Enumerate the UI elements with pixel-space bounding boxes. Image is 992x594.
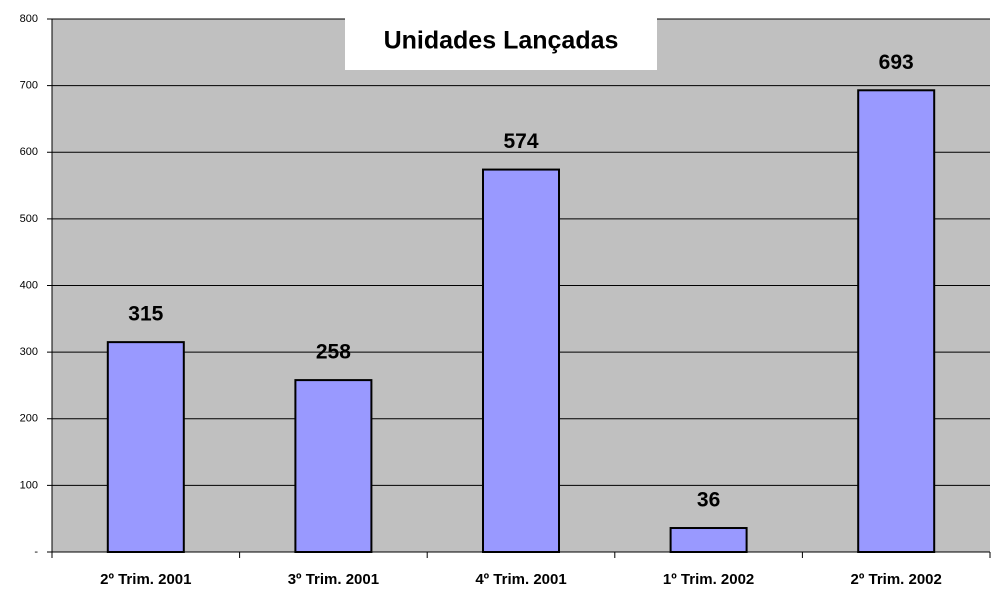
y-tick-label: 800 (20, 13, 38, 25)
y-tick-label: 100 (20, 479, 38, 491)
y-tick-label: - (34, 546, 38, 558)
bar (106, 341, 185, 553)
data-label: 315 (128, 303, 163, 326)
chart-title: Unidades Lançadas (384, 27, 619, 55)
y-tick-label: 400 (20, 279, 38, 291)
y-tick-label: 500 (20, 213, 38, 225)
x-tick-label: 2º Trim. 2002 (851, 571, 942, 588)
x-tick-label: 2º Trim. 2001 (100, 571, 191, 588)
x-tick-label: 3º Trim. 2001 (288, 571, 379, 588)
marks (106, 89, 936, 554)
title-box (345, 14, 657, 70)
bar (294, 379, 373, 554)
y-tick-label: 300 (20, 346, 38, 358)
data-label: 258 (316, 341, 351, 364)
bar (857, 89, 936, 553)
data-label: 693 (879, 51, 914, 74)
x-tick-label: 1º Trim. 2002 (663, 571, 754, 588)
bar (482, 168, 560, 553)
x-tick-label: 4º Trim. 2001 (475, 571, 566, 588)
y-tick-label: 600 (20, 146, 38, 158)
data-label: 36 (697, 489, 720, 512)
data-label: 574 (503, 130, 538, 153)
bar (669, 527, 748, 554)
y-tick-label: 200 (20, 413, 38, 425)
y-tick-label: 700 (20, 80, 38, 92)
